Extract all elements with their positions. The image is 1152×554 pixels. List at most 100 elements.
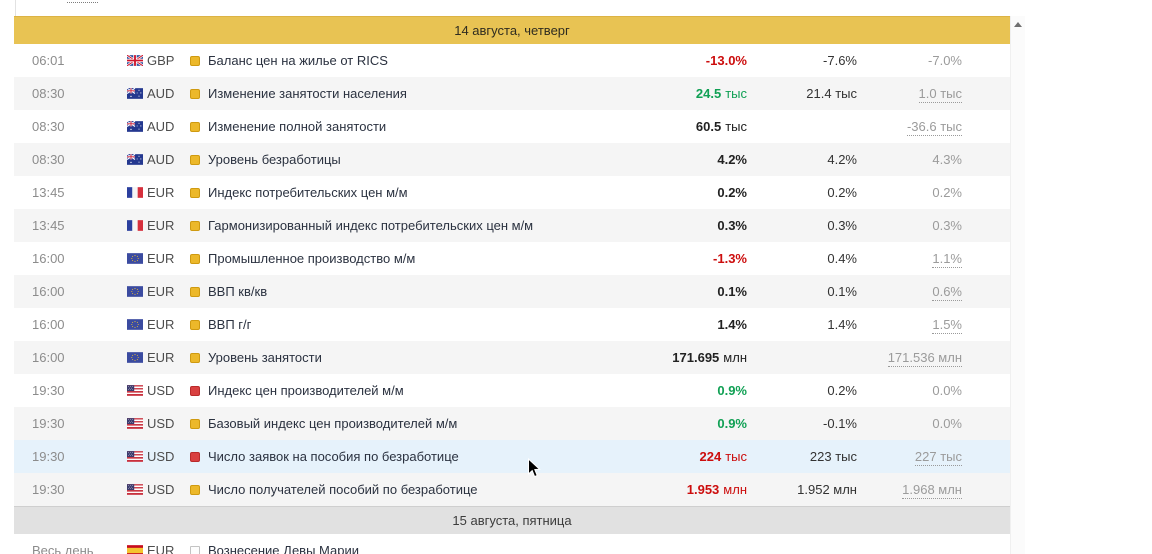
forecast-value: 0.3%	[827, 218, 857, 233]
event-name-link[interactable]: Вознесение Девы Марии	[208, 543, 359, 554]
event-time: 13:45	[32, 218, 65, 233]
importance-medium-icon	[188, 187, 208, 198]
previous-value: 0.0%	[932, 383, 962, 398]
previous-value: 1.0 тыс	[857, 86, 1010, 103]
previous-value-revised[interactable]: -36.6 тыс	[906, 119, 962, 136]
forecast-value: 0.2%	[827, 185, 857, 200]
currency-code: AUD	[147, 119, 175, 134]
event-time: 19:30	[32, 449, 65, 464]
event-time: 08:30	[32, 152, 65, 167]
flag-au-icon	[122, 88, 144, 99]
currency-code: EUR	[147, 350, 175, 365]
previous-value: 0.2%	[932, 185, 962, 200]
currency-code: EUR	[147, 284, 175, 299]
event-name-link[interactable]: Баланс цен на жилье от RICS	[208, 53, 388, 68]
scrollbar[interactable]	[1010, 16, 1025, 554]
actual-value: 224 тыс	[699, 449, 747, 464]
currency-code: GBP	[147, 53, 175, 68]
event-name-link[interactable]: Число получателей пособий по безработице	[208, 482, 478, 497]
calendar-event-row[interactable]: 08:30 AUD Уровень безработицы 4.2% 4.2% 4.3%	[14, 143, 1010, 176]
event-time: 08:30	[32, 119, 65, 134]
flag-eu-icon	[122, 319, 144, 330]
forecast-value: 4.2%	[827, 152, 857, 167]
currency-code: AUD	[147, 152, 175, 167]
previous-value-revised[interactable]: 1.5%	[932, 317, 962, 334]
event-time: 13:45	[32, 185, 65, 200]
event-name-link[interactable]: Число заявок на пособия по безработице	[208, 449, 459, 464]
event-time: Весь день	[32, 543, 94, 554]
event-time: 19:30	[32, 416, 65, 431]
flag-us-icon	[122, 385, 144, 396]
event-name-link[interactable]: Уровень безработицы	[208, 152, 341, 167]
previous-value: 0.3%	[932, 218, 962, 233]
calendar: 14 августа, четверг 06:01 GBP Баланс цен на…	[14, 16, 1010, 554]
forecast-value: 1.4%	[827, 317, 857, 332]
flag-eu-icon	[122, 286, 144, 297]
forecast-value: -0.1%	[823, 416, 857, 431]
currency-code: EUR	[147, 251, 175, 266]
calendar-event-row[interactable]: 16:00 EUR ВВП кв/кв 0.1% 0.1% 0.6%	[14, 275, 1010, 308]
previous-value-revised[interactable]: 1.0 тыс	[918, 86, 962, 103]
forecast-value: 1.952 млн	[797, 482, 857, 497]
actual-value: 1.953 млн	[686, 482, 747, 497]
calendar-event-row[interactable]: 19:30 USD Число заявок на пособия по безра…	[14, 440, 1010, 473]
previous-value-revised[interactable]: 171.536 млн	[887, 350, 962, 367]
calendar-event-row[interactable]: Весь день EUR Вознесение Девы Марии	[14, 534, 1010, 554]
calendar-event-row[interactable]: 19:30 USD Базовый индекс цен производителе…	[14, 407, 1010, 440]
actual-value: 0.3%	[717, 218, 747, 233]
forecast-value: 223 тыс	[809, 449, 857, 464]
forecast-value: 0.2%	[827, 383, 857, 398]
forecast-value: 21.4 тыс	[806, 86, 857, 101]
flag-fr-icon	[122, 187, 144, 198]
importance-medium-icon	[188, 121, 208, 132]
calendar-event-row[interactable]: 13:45 EUR Гармонизированный индекс потреби…	[14, 209, 1010, 242]
calendar-event-row[interactable]: 16:00 EUR ВВП г/г 1.4% 1.4% 1.5%	[14, 308, 1010, 341]
calendar-event-row[interactable]: 06:01 GBP Баланс цен на жилье от RICS -13.0…	[14, 44, 1010, 77]
event-time: 16:00	[32, 284, 65, 299]
previous-value: 227 тыс	[857, 449, 1010, 466]
event-name-link[interactable]: Индекс потребительских цен м/м	[208, 185, 408, 200]
previous-value-revised[interactable]: 227 тыс	[914, 449, 962, 466]
calendar-event-row[interactable]: 08:30 AUD Изменение полной занятости 60.5 ты…	[14, 110, 1010, 143]
calendar-event-row[interactable]: 19:30 USD Число получателей пособий по без…	[14, 473, 1010, 506]
event-name-link[interactable]: Промышленное производство м/м	[208, 251, 416, 266]
mouse-cursor	[527, 457, 541, 484]
importance-medium-icon	[188, 88, 208, 99]
actual-value: 0.2%	[717, 185, 747, 200]
event-name-link[interactable]: Гармонизированный индекс потребительских…	[208, 218, 534, 233]
event-time: 08:30	[32, 86, 65, 101]
calendar-event-row[interactable]: 16:00 EUR Промышленное производство м/м -1.…	[14, 242, 1010, 275]
event-name-link[interactable]: Изменение занятости населения	[208, 86, 407, 101]
day-header: 14 августа, четверг	[14, 16, 1010, 44]
calendar-event-row[interactable]: 19:30 USD Индекс цен производителей м/м 0.9…	[14, 374, 1010, 407]
flag-gb-icon	[122, 55, 144, 66]
event-name-link[interactable]: Индекс цен производителей м/м	[208, 383, 404, 398]
actual-value: 0.9%	[717, 383, 747, 398]
importance-medium-icon	[188, 286, 208, 297]
event-time: 19:30	[32, 383, 65, 398]
currency-code: USD	[147, 383, 175, 398]
event-name-link[interactable]: Изменение полной занятости	[208, 119, 387, 134]
calendar-event-row[interactable]: 16:00 EUR Уровень занятости 171.695 млн 171.5…	[14, 341, 1010, 374]
previous-value-revised[interactable]: 1.968 млн	[902, 482, 962, 499]
currency-code: USD	[147, 482, 175, 497]
actual-value: 0.9%	[717, 416, 747, 431]
previous-value: 1.1%	[857, 251, 1010, 268]
event-name-link[interactable]: Уровень занятости	[208, 350, 322, 365]
actual-value: 0.1%	[717, 284, 747, 299]
event-name-link[interactable]: Базовый индекс цен производителей м/м	[208, 416, 458, 431]
importance-medium-icon	[188, 418, 208, 429]
forecast-value: -7.6%	[823, 53, 857, 68]
previous-value-revised[interactable]: 0.6%	[932, 284, 962, 301]
calendar-event-row[interactable]: 13:45 EUR Индекс потребительских цен м/м 0.…	[14, 176, 1010, 209]
calendar-event-row[interactable]: 08:30 AUD Изменение занятости населения 24.…	[14, 77, 1010, 110]
event-time: 19:30	[32, 482, 65, 497]
scroll-up-button[interactable]	[1011, 16, 1025, 32]
previous-value-revised[interactable]: 1.1%	[932, 251, 962, 268]
scroll-up-icon	[1014, 21, 1022, 27]
event-name-link[interactable]: ВВП кв/кв	[208, 284, 268, 299]
importance-medium-icon	[188, 154, 208, 165]
previous-value: -7.0%	[928, 53, 962, 68]
event-name-link[interactable]: ВВП г/г	[208, 317, 252, 332]
